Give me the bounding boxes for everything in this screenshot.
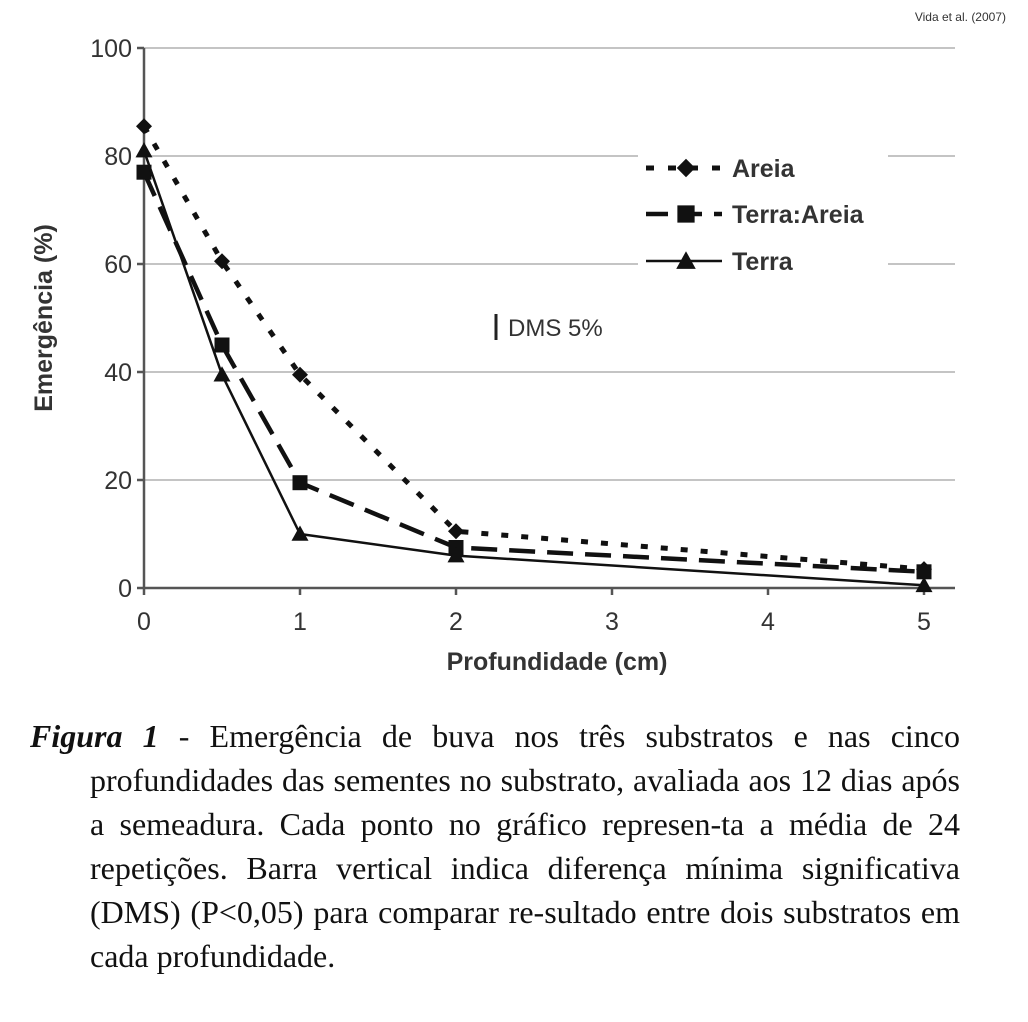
- point-terra-0: [135, 142, 153, 158]
- point-areia-3: [448, 523, 464, 540]
- series-line-areia: [141, 125, 925, 572]
- caption-label: Figura 1: [30, 718, 159, 754]
- y-tick-label-100: 100: [90, 35, 132, 63]
- point-areia-0: [136, 118, 152, 135]
- legend-marker-terra-areia: [677, 205, 695, 223]
- x-tick-label-0: 0: [137, 608, 151, 636]
- point-terra-4: [915, 576, 933, 593]
- point-terra-3: [447, 547, 465, 563]
- x-tick-label-4: 4: [761, 608, 775, 636]
- legend: Areia Terra:Areia Terra: [638, 146, 888, 283]
- point-terra-1: [213, 366, 231, 382]
- series-layer: [135, 118, 933, 593]
- legend-marker-areia: [676, 158, 696, 178]
- x-axis-label: Profundidade (cm): [447, 648, 668, 676]
- point-terra-areia-0: [136, 164, 152, 180]
- legend-marker-terra: [676, 251, 696, 269]
- point-terra-areia-1: [214, 337, 230, 353]
- x-tick-label-3: 3: [605, 608, 619, 636]
- legend-label-areia: Areia: [732, 155, 796, 183]
- legend-label-terra-areia: Terra:Areia: [732, 201, 865, 229]
- y-tick-label-60: 60: [104, 251, 132, 279]
- y-axis-label: Emergência (%): [30, 224, 58, 412]
- point-areia-2: [292, 366, 308, 383]
- tick-labels: 0 20 40 60 80 100 0 1 2 3 4 5: [90, 35, 931, 636]
- y-tick-label-20: 20: [104, 467, 132, 495]
- x-tick-label-2: 2: [449, 608, 463, 636]
- dms-label: DMS 5%: [508, 315, 603, 342]
- figure-caption: Figura 1 - Emergência de buva nos três s…: [30, 714, 960, 978]
- point-terra-areia-2: [292, 475, 308, 491]
- source-credit: Vida et al. (2007): [914, 10, 1006, 24]
- dms-annotation: DMS 5%: [494, 314, 603, 342]
- y-tick-label-40: 40: [104, 359, 132, 387]
- emergence-line-chart: 0 20 40 60 80 100 0 1 2 3 4 5 Profundidade (cm) Eme…: [30, 35, 955, 676]
- y-tick-label-0: 0: [118, 575, 132, 603]
- x-tick-label-1: 1: [293, 608, 307, 636]
- x-tick-label-5: 5: [917, 608, 931, 636]
- legend-label-terra: Terra: [732, 248, 794, 276]
- y-tick-label-80: 80: [104, 143, 132, 171]
- point-terra-areia-4: [916, 564, 932, 580]
- point-terra-2: [291, 525, 309, 541]
- point-areia-1: [214, 253, 230, 270]
- caption-text: - Emergência de buva nos três substratos…: [90, 718, 961, 974]
